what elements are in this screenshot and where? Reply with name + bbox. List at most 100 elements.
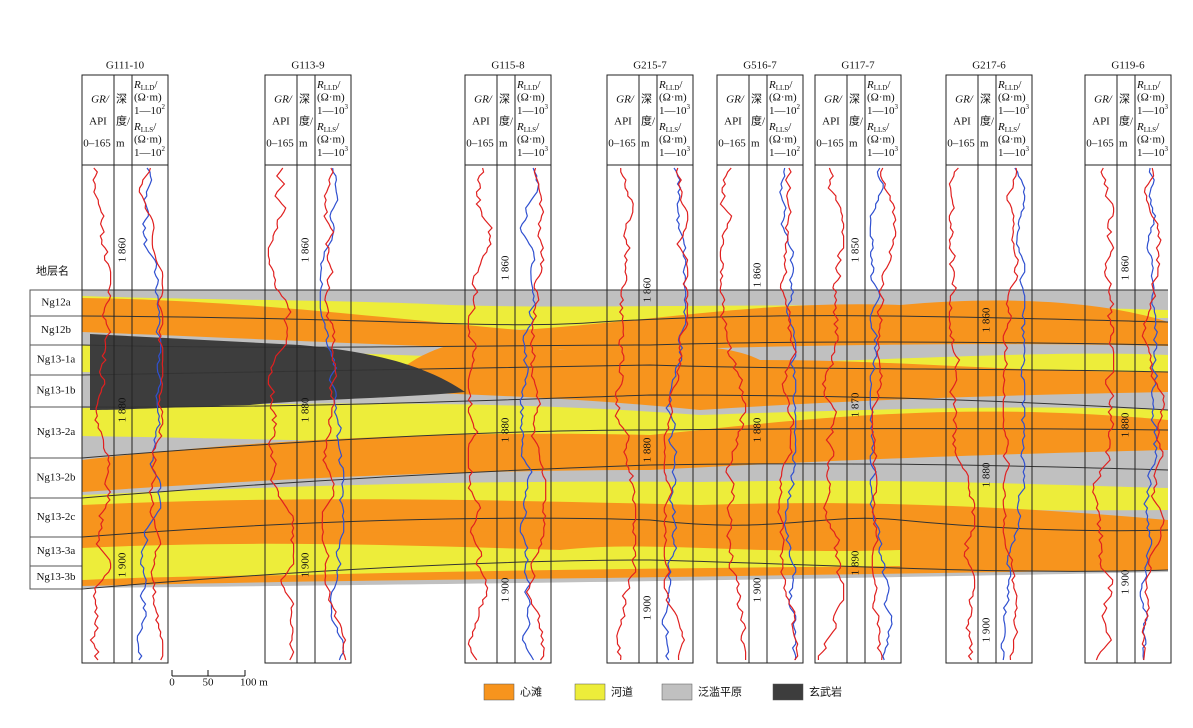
depth-label: 1 860 — [1120, 255, 1132, 280]
res-range-base: 1—10 — [1137, 147, 1165, 159]
gr-unit: API — [472, 116, 490, 128]
well-frame — [606, 74, 694, 664]
res-slash: / — [679, 79, 683, 91]
depth-header: m — [1119, 138, 1128, 150]
layer-label: Ng13-3a — [37, 545, 76, 557]
res-range: 1—103 — [517, 145, 549, 159]
res-label: RLLD/ — [866, 79, 891, 92]
gr-range: 0–165 — [466, 138, 494, 150]
layer-label: Ng13-2b — [36, 472, 76, 484]
res-range-base: 1—10 — [134, 105, 162, 117]
res-range-exp: 3 — [345, 103, 349, 111]
layer-label: Ng13-1b — [36, 385, 76, 397]
gr-unit: API — [614, 116, 632, 128]
res-slash: / — [536, 121, 540, 133]
res-symbol: R — [866, 121, 874, 133]
legend-label: 玄武岩 — [809, 685, 842, 699]
bar — [82, 298, 1168, 351]
res-label: RLLS/ — [658, 121, 682, 134]
log-curve — [661, 167, 687, 661]
layer-label: Ng12b — [41, 324, 71, 336]
depth-label: 1 900 — [642, 595, 654, 620]
res-slash: / — [1156, 121, 1160, 133]
depth-header: 度/ — [751, 114, 766, 128]
res-symbol: R — [316, 79, 324, 91]
log-curve — [779, 167, 797, 661]
scale-bar: 0 50 100 m — [169, 670, 268, 689]
res-label: RLLS/ — [316, 121, 340, 134]
res-range-base: 1—10 — [134, 147, 162, 159]
res-symbol: R — [1136, 79, 1144, 91]
boundaries — [81, 289, 1169, 590]
well: G113-9GR/API0–165深度/mRLLD/(Ω·m)1—103RLLS… — [264, 60, 352, 664]
res-symbol: R — [133, 79, 141, 91]
res-unit: (Ω·m) — [769, 134, 797, 146]
depth-label: 1 880 — [117, 397, 129, 422]
res-unit: (Ω·m) — [998, 134, 1026, 146]
res-label: RLLS/ — [997, 121, 1021, 134]
gr-unit: API — [89, 116, 107, 128]
depth-header: 深 — [499, 93, 510, 106]
log-curve — [817, 167, 845, 660]
res-range-base: 1—10 — [1137, 105, 1165, 117]
res-range-base: 1—10 — [769, 105, 797, 117]
gr-range: 0–165 — [718, 138, 746, 150]
res-range: 1—103 — [517, 103, 549, 117]
gr-range: 0–165 — [608, 138, 636, 150]
res-unit: (Ω·m) — [659, 134, 687, 146]
res-slash: / — [789, 79, 793, 91]
res-sub: LLS — [324, 126, 337, 134]
res-label: RLLS/ — [133, 121, 157, 134]
depth-header: 度/ — [1119, 114, 1134, 128]
legend-swatch — [661, 683, 693, 701]
bar — [82, 411, 1168, 492]
gr-label: GR/ — [1094, 94, 1113, 106]
well: G215-7GR/API0–165深度/mRLLD/(Ω·m)1—103RLLS… — [606, 60, 694, 664]
well-name: G117-7 — [841, 60, 875, 72]
res-label: RLLS/ — [516, 121, 540, 134]
layer-title: 地层名 — [36, 264, 69, 278]
res-range-exp: 3 — [545, 103, 549, 111]
res-range-exp: 2 — [162, 103, 166, 111]
res-range-exp: 3 — [687, 145, 691, 153]
gr-unit: API — [724, 116, 742, 128]
depth-label: 1 870 — [850, 392, 862, 417]
depth-label: 1 900 — [752, 577, 764, 602]
res-unit: (Ω·m) — [317, 134, 345, 146]
gr-unit: API — [953, 116, 971, 128]
gr-label: GR/ — [274, 94, 293, 106]
res-sub: LLS — [1005, 126, 1018, 134]
res-slash: / — [1157, 79, 1161, 91]
log-curve — [267, 167, 295, 661]
depth-label: 1 860 — [981, 307, 993, 332]
res-symbol: R — [516, 121, 524, 133]
gr-range: 0–165 — [816, 138, 844, 150]
res-unit: (Ω·m) — [517, 92, 545, 104]
res-label: RLLD/ — [516, 79, 541, 92]
res-unit: (Ω·m) — [134, 92, 162, 104]
well-name: G217-6 — [972, 60, 1006, 72]
boundary — [81, 559, 1169, 590]
depth-header: m — [849, 138, 858, 150]
res-slash: / — [337, 79, 341, 91]
depth-label: 1 860 — [300, 237, 312, 262]
res-range-exp: 3 — [1026, 145, 1030, 153]
gr-unit: API — [272, 116, 290, 128]
res-label: RLLD/ — [658, 79, 683, 92]
depth-header: m — [499, 138, 508, 150]
gr-label: GR/ — [474, 94, 493, 106]
res-sub: LLS — [776, 126, 789, 134]
res-sub: LLD — [1144, 84, 1158, 92]
scale-label: 0 — [169, 677, 175, 689]
res-label: RLLS/ — [768, 121, 792, 134]
boundary — [81, 394, 1169, 411]
depth-label: 1 900 — [981, 617, 993, 642]
layer-label: Ng13-3b — [36, 571, 76, 583]
res-range-exp: 3 — [895, 103, 899, 111]
res-slash: / — [788, 121, 792, 133]
res-range: 1—103 — [1137, 103, 1169, 117]
res-unit: (Ω·m) — [769, 92, 797, 104]
res-range: 1—103 — [659, 103, 691, 117]
res-range-base: 1—10 — [517, 105, 545, 117]
well-frame — [81, 74, 169, 664]
